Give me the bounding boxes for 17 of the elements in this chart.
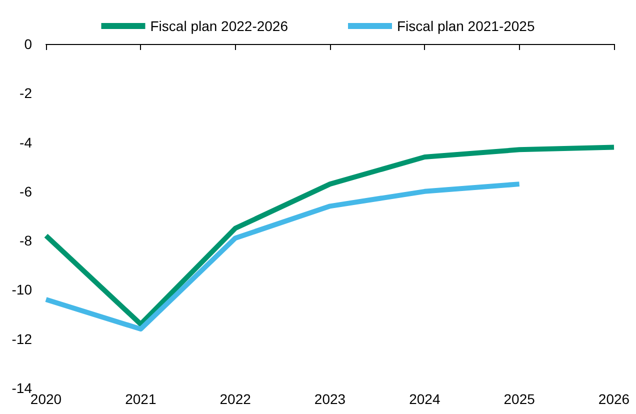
- y-tick-label: -8: [20, 232, 32, 249]
- x-tick-label: 2023: [314, 391, 346, 407]
- y-tick-label: 0: [24, 36, 32, 52]
- y-tick-label: -4: [20, 134, 32, 150]
- y-tick-label: -12: [12, 330, 32, 347]
- y-tick-label: -6: [20, 183, 32, 200]
- x-tick-label: 2024: [409, 391, 440, 407]
- legend-label: Fiscal plan 2022-2026: [150, 18, 288, 34]
- y-tick-label: -10: [12, 282, 32, 298]
- legend-label: Fiscal plan 2021-2025: [397, 18, 535, 34]
- y-tick-label: -14: [12, 380, 32, 396]
- y-tick-label: -2: [20, 85, 32, 102]
- x-tick-label: 2021: [125, 391, 156, 407]
- x-tick-label: 2020: [30, 391, 62, 407]
- x-tick-label: 2022: [220, 391, 252, 407]
- x-tick-label: 2025: [504, 391, 536, 407]
- x-tick-label: 2026: [598, 391, 630, 407]
